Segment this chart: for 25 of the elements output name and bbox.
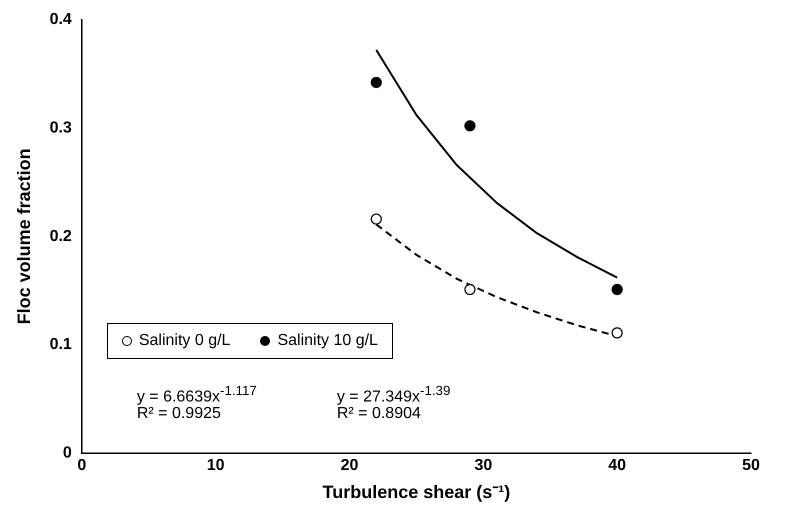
y-tick-label: 0.2 <box>50 228 72 245</box>
annotation: R² = 0.9925 <box>136 405 221 424</box>
y-tick-label: 0.4 <box>50 11 72 28</box>
y-axis-title: Floc volume fraction <box>14 148 34 324</box>
annotation: R² = 0.8904 <box>336 405 421 424</box>
annotation: y = 6.6639x$^{-1.117}$ <box>136 383 257 406</box>
x-tick-label: 10 <box>206 457 225 474</box>
point <box>612 327 623 338</box>
y-tick-label: 0.3 <box>50 119 72 136</box>
point <box>370 213 382 225</box>
annotation: y = 27.349x$^{-1.39}$ <box>336 383 450 406</box>
x-tick-label: 50 <box>742 457 760 474</box>
legend-label: Salinity 10 g/L <box>277 332 378 350</box>
x-tick-label: 40 <box>608 457 626 474</box>
y-tick-label: 0.1 <box>50 336 72 354</box>
point <box>464 120 476 132</box>
point <box>612 284 623 296</box>
x-tick-label: 30 <box>474 457 492 474</box>
legend-label: Salinity 0 g/L <box>138 332 230 350</box>
point <box>464 284 476 296</box>
x-tick-label: 0 <box>77 457 86 474</box>
x-tick-label: 20 <box>340 457 359 474</box>
y-tick-label: 0 <box>62 444 72 462</box>
x-axis-title: Turbulence shear (s⁻¹) <box>322 482 510 502</box>
point <box>370 76 382 88</box>
